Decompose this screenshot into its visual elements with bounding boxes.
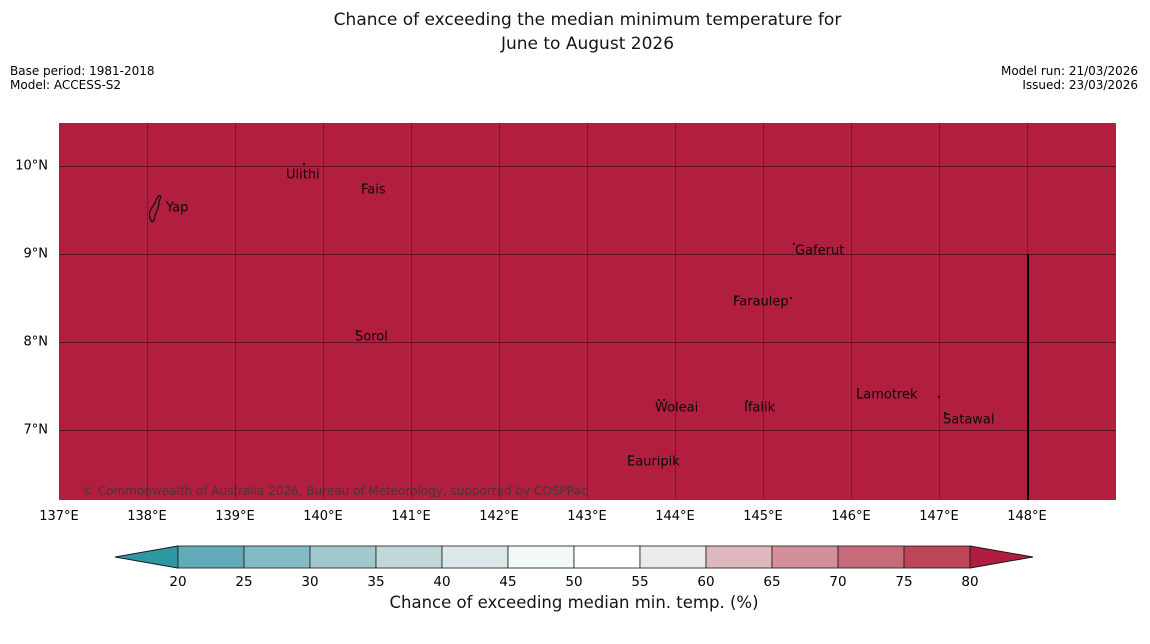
y-axis-tick-label: 10°N: [15, 158, 48, 174]
island-dot: [857, 388, 859, 390]
colorbar-segment: [441, 545, 509, 569]
longitude-gridline: [675, 123, 676, 500]
x-axis-tick-label: 139°E: [215, 509, 255, 524]
colorbar-label: Chance of exceeding median min. temp. (%…: [389, 593, 759, 612]
model-run-text: Model run: 21/03/2026: [1000, 64, 1138, 78]
colorbar-tick-label: 35: [367, 574, 384, 590]
issued-text: Issued: 23/03/2026: [1022, 77, 1138, 92]
model-info: Base period: 1981-2018 Model: ACCESS-S2: [10, 64, 155, 92]
longitude-gridline: [235, 123, 236, 500]
place-label: Faraulep: [733, 294, 789, 310]
colorbar: 20 25 30 35 40 45 50 55 60 65 70 75 80: [114, 545, 1034, 590]
colorbar-left-arrow: [114, 545, 179, 569]
place-label: Fais: [361, 182, 386, 198]
longitude-gridline: [499, 123, 500, 500]
longitude-gridline: [147, 123, 148, 500]
figure-title-line1: Chance of exceeding the median minimum t…: [333, 10, 842, 30]
x-axis-tick-label: 138°E: [127, 509, 167, 524]
colorbar-tick-label: 30: [301, 574, 318, 590]
colorbar-segment: [837, 545, 905, 569]
x-axis-tick-label: 141°E: [391, 509, 431, 524]
latitude-gridline: [59, 342, 1116, 343]
island-dot: [356, 330, 358, 332]
colorbar-tick-label: 20: [169, 574, 186, 590]
colorbar-tick-label: 60: [697, 574, 714, 590]
island-dot: [790, 297, 792, 299]
colorbar-tick-label: 40: [433, 574, 450, 590]
place-label: Eauripik: [627, 454, 680, 470]
colorbar-tick-label: 65: [763, 574, 780, 590]
x-axis-tick-label: 148°E: [1007, 509, 1047, 524]
island-dot: [938, 396, 940, 398]
colorbar-segment: [705, 545, 773, 569]
x-axis-tick-label: 137°E: [39, 509, 79, 524]
y-axis-tick-label: 7°N: [23, 422, 49, 438]
longitude-gridline: [851, 123, 852, 500]
longitude-gridline: [763, 123, 764, 500]
island-dot: [362, 184, 364, 186]
colorbar-segment: [243, 545, 311, 569]
x-axis-tick-label: 146°E: [831, 509, 871, 524]
place-label: Ulithi: [286, 167, 320, 183]
colorbar-tick-label: 45: [499, 574, 516, 590]
colorbar-tick-label: 55: [631, 574, 648, 590]
colorbar-tick-label: 25: [235, 574, 252, 590]
island-dot: [746, 400, 748, 402]
longitude-gridline: [411, 123, 412, 500]
latitude-gridline: [59, 254, 1116, 255]
figure-title-line2: June to August 2026: [500, 34, 675, 54]
x-axis-tick-label: 144°E: [655, 509, 695, 524]
colorbar-tick-label: 70: [829, 574, 846, 590]
place-label: Ifalik: [744, 400, 776, 416]
copyright-text: © Commonwealth of Australia 2026, Bureau…: [82, 484, 588, 498]
longitude-gridline: [587, 123, 588, 500]
run-info: Model run: 21/03/2026 Issued: 23/03/2026: [1000, 64, 1138, 92]
longitude-gridline: [939, 123, 940, 500]
place-label: Lamotrek: [856, 387, 918, 403]
island-dot: [735, 296, 737, 298]
x-axis-tick-label: 143°E: [567, 509, 607, 524]
island-dot: [793, 243, 795, 245]
island-dot: [663, 399, 665, 401]
y-axis-tick-label: 9°N: [23, 246, 49, 262]
colorbar-segment: [771, 545, 839, 569]
forecast-map: © Commonwealth of Australia 2026, Bureau…: [59, 123, 1116, 500]
colorbar-right-arrow: [969, 545, 1034, 569]
colorbar-segment: [177, 545, 245, 569]
colorbar-segment: [375, 545, 443, 569]
colorbar-segment: [639, 545, 707, 569]
colorbar-segment: [903, 545, 971, 569]
latitude-gridline: [59, 430, 1116, 431]
colorbar-segment: [573, 545, 641, 569]
place-label: Sorol: [355, 329, 388, 345]
x-axis-tick-label: 142°E: [479, 509, 519, 524]
region-boundary-line: [1027, 254, 1029, 500]
x-axis-tick-label: 145°E: [743, 509, 783, 524]
latitude-gridline: [59, 166, 1116, 167]
figure-title: Chance of exceeding the median minimum t…: [59, 8, 1116, 56]
island-dot: [944, 412, 946, 414]
island-dot: [628, 455, 630, 457]
model-name-text: Model: ACCESS-S2: [10, 77, 122, 92]
place-label: Satawal: [943, 412, 995, 428]
yap-island-outline: [148, 194, 162, 223]
island-dot: [658, 399, 660, 401]
x-axis-tick-label: 140°E: [303, 509, 343, 524]
longitude-gridline: [323, 123, 324, 500]
place-label: Gaferut: [795, 243, 845, 259]
place-label: Woleai: [655, 400, 699, 416]
colorbar-segment: [309, 545, 377, 569]
colorbar-tick-label: 80: [961, 574, 978, 590]
x-axis-tick-label: 147°E: [919, 509, 959, 524]
colorbar-tick-label: 50: [565, 574, 582, 590]
island-dot: [303, 163, 305, 165]
y-axis-tick-label: 8°N: [23, 334, 49, 350]
place-label: Yap: [166, 200, 189, 216]
colorbar-tick-label: 75: [895, 574, 912, 590]
colorbar-segment: [507, 545, 575, 569]
base-period-text: Base period: 1981-2018: [10, 64, 155, 78]
